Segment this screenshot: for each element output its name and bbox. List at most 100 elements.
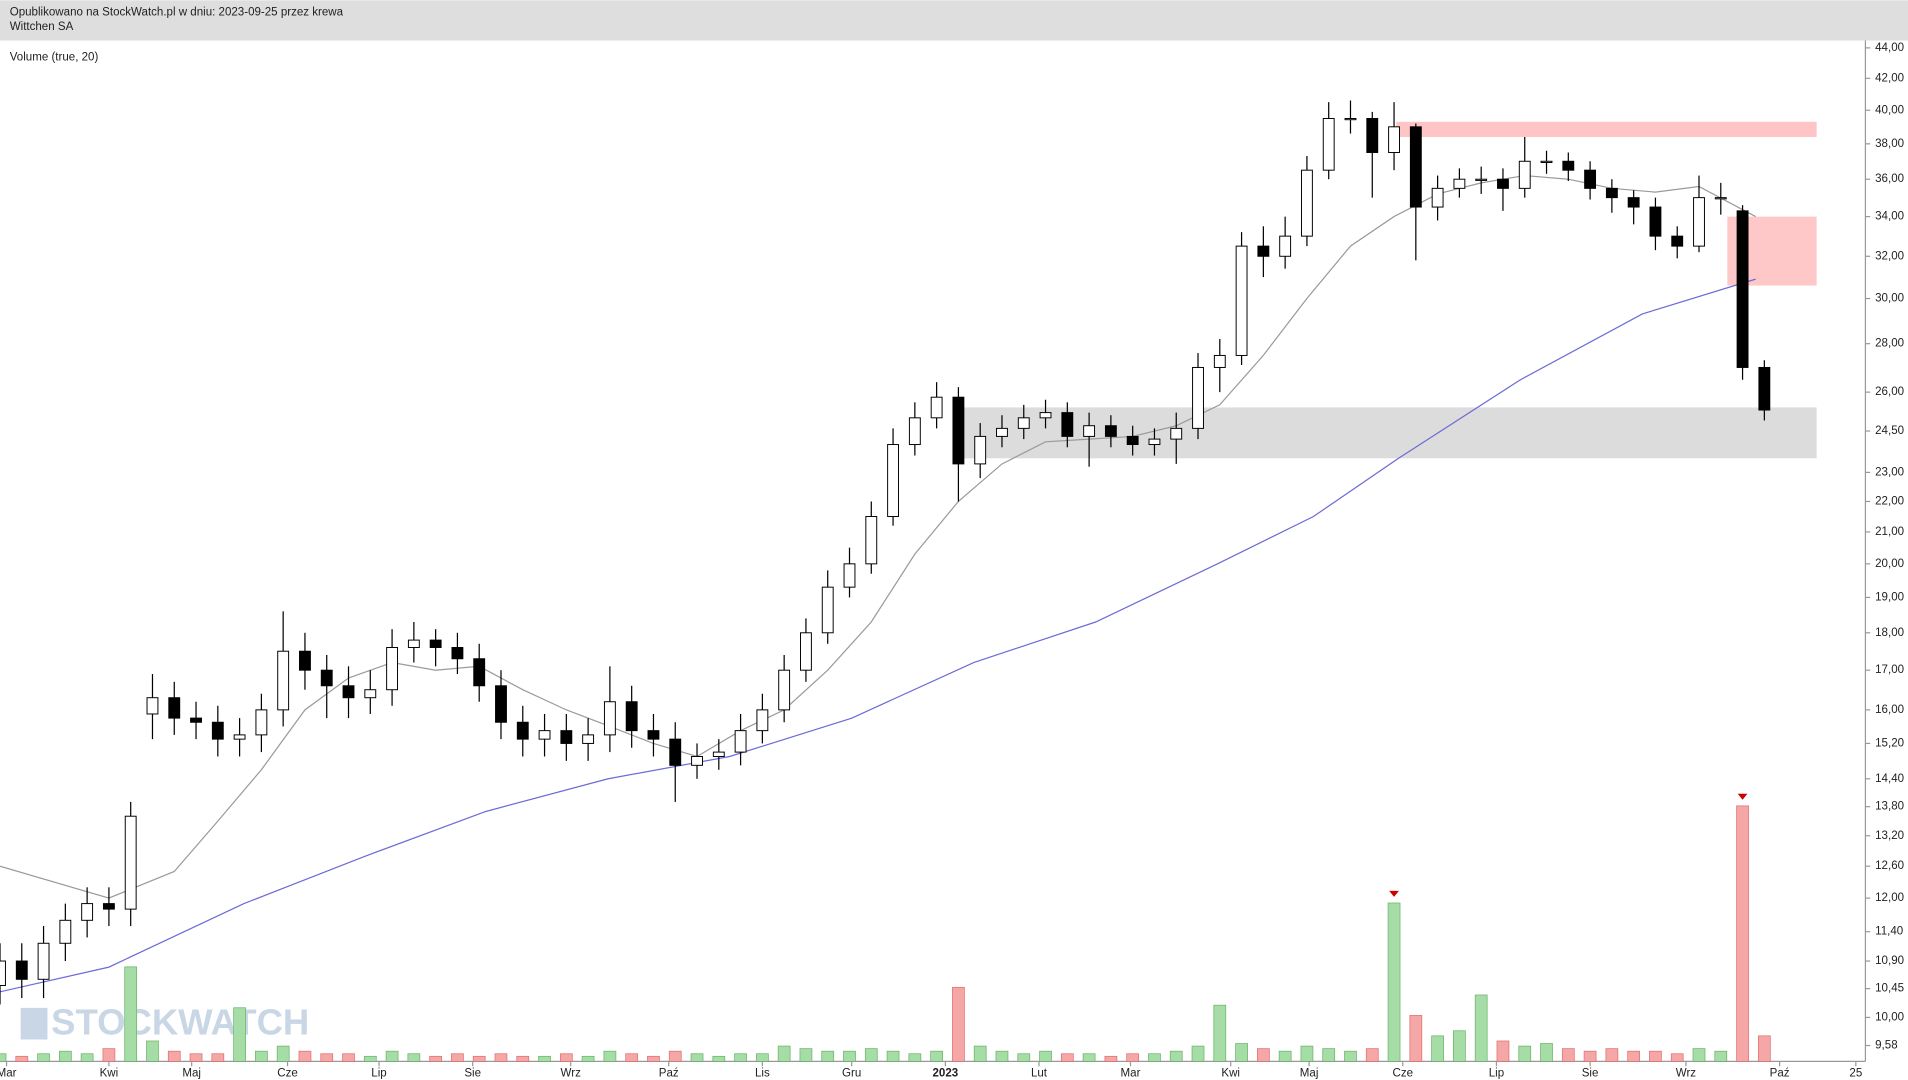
- x-tick-label: Lis: [755, 1068, 770, 1080]
- volume-bar: [451, 1053, 464, 1062]
- candle-body: [930, 396, 943, 419]
- candles: [0, 100, 1771, 1005]
- y-tick-label: 16,00: [1875, 704, 1904, 716]
- volume-bar: [1191, 1045, 1205, 1062]
- volume-bar: [843, 1050, 856, 1062]
- candle-body: [1605, 187, 1618, 199]
- candle-body: [1104, 425, 1117, 437]
- volume-bar: [146, 1040, 159, 1062]
- candle-body: [1366, 117, 1379, 153]
- volume-bar: [167, 1050, 181, 1062]
- volume-bar: [80, 1053, 94, 1062]
- y-tick-label: 14,40: [1875, 773, 1904, 785]
- volume-bar: [1605, 1048, 1619, 1062]
- volume-marker: [1737, 793, 1748, 800]
- candle-body: [908, 417, 921, 446]
- volume-bar: [799, 1048, 813, 1062]
- volume-bar: [973, 1045, 987, 1062]
- candle-body: [473, 658, 486, 687]
- volume-bar: [1692, 1048, 1706, 1062]
- volume-bar: [363, 1055, 377, 1062]
- candle-body: [1671, 235, 1684, 247]
- candle-body: [146, 697, 159, 715]
- volume-bar: [1039, 1050, 1052, 1062]
- candle-body: [734, 730, 747, 753]
- volume-bar: [124, 966, 138, 1062]
- candle-body: [211, 721, 224, 740]
- x-tick-label: Sie: [464, 1068, 481, 1080]
- volume-bar: [821, 1050, 835, 1062]
- subtitle: Opublikowano na StockWatch.pl w dniu: 20…: [10, 7, 344, 19]
- x-tick-label: Cze: [1392, 1068, 1413, 1080]
- candle-body: [843, 563, 856, 588]
- volume-bar: [995, 1050, 1009, 1062]
- volume-bar: [1300, 1045, 1314, 1062]
- volume-bar: [494, 1053, 508, 1062]
- volume-bar: [1213, 1004, 1227, 1062]
- x-tick-label: Mar: [0, 1068, 17, 1080]
- candle-body: [1039, 412, 1052, 419]
- y-tick-label: 12,60: [1875, 860, 1904, 872]
- candle-body: [1453, 178, 1466, 189]
- volume-bar: [429, 1055, 442, 1062]
- candle-body: [1758, 366, 1771, 411]
- candle-body: [1562, 160, 1575, 171]
- x-tick-label: Maj: [1300, 1068, 1319, 1080]
- volume-bar: [1540, 1043, 1553, 1062]
- volume-bar: [908, 1053, 922, 1062]
- candle-body: [1322, 117, 1335, 171]
- volume-bar: [952, 986, 965, 1062]
- candle-body: [603, 701, 616, 736]
- y-tick-label: 18,00: [1875, 627, 1904, 639]
- volume-bar: [255, 1050, 268, 1062]
- volume-bar: [1104, 1055, 1118, 1062]
- volume-bar: [1235, 1043, 1248, 1062]
- volume-bar: [1365, 1048, 1379, 1062]
- volume-bar: [1757, 1035, 1771, 1062]
- candle-body: [1475, 178, 1488, 181]
- candle-body: [756, 709, 769, 732]
- candle-body: [1257, 245, 1270, 257]
- candle-body: [1344, 117, 1357, 121]
- volume-bar: [233, 1007, 246, 1062]
- y-tick-label: 10,45: [1875, 983, 1904, 995]
- y-tick-label: 9,58: [1875, 1040, 1897, 1052]
- candle-body: [865, 516, 878, 565]
- volume-bar: [102, 1048, 116, 1062]
- volume-bar: [1126, 1053, 1140, 1062]
- y-tick-label: 17,00: [1875, 664, 1904, 676]
- volume-bar: [211, 1053, 225, 1062]
- moving-average: [0, 278, 1756, 993]
- x-tick-label: Paź: [659, 1068, 679, 1080]
- y-tick-label: 30,00: [1875, 293, 1904, 305]
- candle-body: [1235, 245, 1248, 356]
- volume-bar: [1344, 1050, 1357, 1062]
- y-tick-label: 20,00: [1875, 558, 1904, 570]
- y-tick-label: 38,00: [1875, 138, 1904, 150]
- volume-bar: [1518, 1045, 1532, 1062]
- candle-body: [429, 639, 442, 648]
- y-tick-label: 10,00: [1875, 1011, 1904, 1023]
- candle-body: [669, 738, 682, 766]
- candle-body: [1540, 160, 1553, 163]
- candle-body: [1649, 206, 1662, 237]
- volume-bar: [647, 1055, 660, 1062]
- candle-body: [102, 903, 115, 910]
- volume-bar: [1082, 1053, 1096, 1062]
- candle-body: [1061, 412, 1074, 437]
- candle-body: [320, 669, 333, 687]
- volume-bar: [1496, 1040, 1510, 1062]
- moving-averages: [0, 174, 1756, 993]
- candle-body: [255, 709, 268, 736]
- candle-body: [1693, 197, 1705, 247]
- x-tick-label: Wrz: [561, 1068, 582, 1080]
- volume-bar: [1431, 1035, 1444, 1062]
- volume-bar: [1736, 805, 1749, 1062]
- x-tick-label: Maj: [182, 1068, 201, 1080]
- candle-body: [0, 960, 6, 986]
- candle-body: [299, 650, 311, 671]
- candle-body: [364, 689, 377, 699]
- volume-bar: [1387, 902, 1401, 1062]
- candle-body: [1736, 210, 1749, 368]
- candle-body: [1518, 160, 1531, 189]
